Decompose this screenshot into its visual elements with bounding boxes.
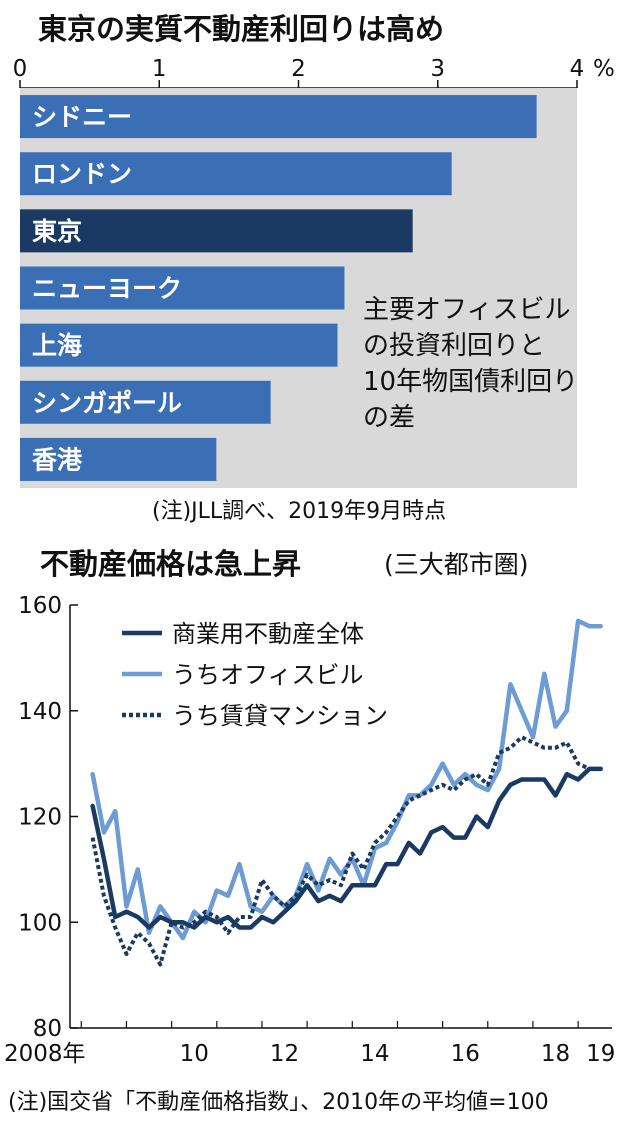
bar-x-tick-label: 4 [570,56,585,82]
line-x-tick-label: 2008年 [4,1041,86,1067]
bar-note: (注)JLL調べ、2019年9月時点 [152,499,446,524]
bar-category-label: 上海 [32,331,82,360]
line-note: (注)国交省「不動産価格指数」、2010年の平均値=100 [8,1090,549,1115]
legend-label: うちオフィスビル [172,661,364,689]
bar-chart: 東京の実質不動産利回りは高め 0 1 2 3 4% シドニーロンドン東京ニューヨーク上海… [13,12,615,524]
bar-category-label: シンガポール [32,388,182,417]
line-x-tick-label: 14 [360,1041,389,1067]
line-y-tick-label: 120 [18,805,62,831]
bar-annotation-line: 主要オフィスビル [363,295,570,325]
line-chart: 不動産価格は急上昇 (三大都市圏) 80 100 120 140 160 2008年 10 1… [4,547,615,1115]
bar-chart-title: 東京の実質不動産利回りは高め [38,12,444,46]
line-x-tick-label: 19 [586,1041,615,1067]
bar-annotation-line: 10年物国債利回り [363,367,578,397]
line-y-tick-label: 140 [18,699,62,725]
line-series-path [93,769,601,928]
bar-category-label: 香港 [32,445,83,474]
line-y-tick-label: 80 [33,1016,62,1042]
bar-category-label: ロンドン [32,160,132,189]
bar-x-tick-label: 1 [152,56,167,82]
line-x-tick-label: 12 [270,1041,299,1067]
bar-x-tick-label: 2 [291,56,306,82]
bar-x-unit: % [593,56,615,82]
line-x-tick-label: 18 [541,1041,570,1067]
bar-category-label: シドニー [32,103,132,132]
line-x-tick-label: 10 [180,1041,209,1067]
line-x-tick-label: 16 [451,1041,480,1067]
bar-x-ticks: 0 1 2 3 4% [13,56,615,88]
legend-label: うち賃貸マンション [172,702,388,730]
line-chart-title: 不動産価格は急上昇 [40,547,301,581]
line-chart-subtitle: (三大都市圏) [384,550,529,579]
line-y-tick-label: 160 [18,593,62,619]
bar-annotation-line: の差 [363,403,415,433]
line-series-path [93,737,601,964]
bar-annotation-line: の投資利回りと [363,331,545,361]
legend-label: 商業用不動産全体 [172,620,364,648]
bar-category-label: ニューヨーク [32,274,182,303]
bar-category-label: 東京 [32,217,82,246]
bar-x-tick-label: 0 [13,56,28,82]
bar-x-tick-label: 3 [430,56,445,82]
line-y-tick-label: 100 [18,910,62,936]
